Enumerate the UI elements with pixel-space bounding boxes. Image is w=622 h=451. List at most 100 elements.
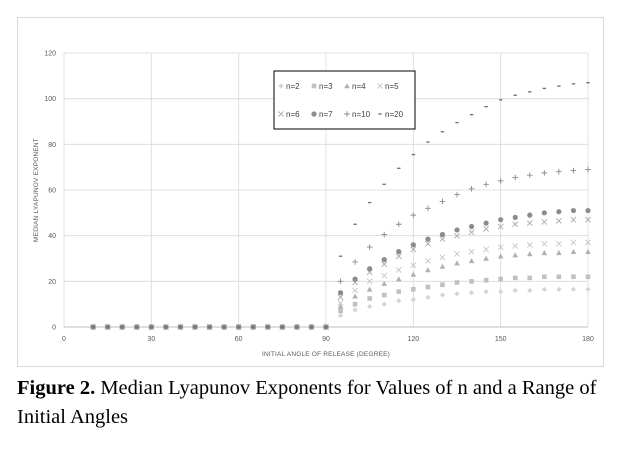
data-point [352,276,358,282]
data-point [440,282,445,288]
data-point [352,293,358,299]
legend-marker [311,83,317,89]
data-point [570,286,577,292]
data-point [556,168,562,175]
data-point [381,257,387,263]
data-point [410,242,416,248]
data-point [571,274,576,280]
data-point [512,243,519,249]
data-point [483,181,489,188]
data-point [468,223,475,230]
data-point [381,231,388,238]
data-point [366,278,373,285]
data-point [555,217,562,224]
legend-label: n=20 [385,110,404,119]
legend-marker [344,83,350,89]
data-point [469,279,474,284]
data-point [439,292,446,298]
data-point [454,280,460,285]
data-point [337,300,344,306]
data-point [498,289,504,295]
y-tick-label: 40 [48,233,56,240]
data-point [381,280,388,286]
data-point [410,246,417,253]
data-point [542,274,547,280]
legend-marker [278,111,284,117]
data-point [483,225,490,232]
data-point [337,312,344,319]
data-point [395,221,402,228]
figure-caption-text: Median Lyapunov Exponents for Values of … [17,377,597,428]
legend-box [273,70,416,130]
data-point [366,244,373,250]
legend: n=2 n=3 n=4 n=5 n=6 n=7 n=10 n=20 [273,70,416,130]
data-point [526,172,533,178]
data-point [526,241,533,248]
data-point [352,287,359,294]
data-point [337,278,344,285]
data-point [395,276,402,282]
series-n-10 [90,166,591,330]
data-point [396,289,402,294]
legend-label: n=5 [385,82,399,91]
data-point [454,251,460,257]
data-point [424,257,431,264]
data-points [90,82,591,330]
x-tick-label: 180 [582,336,594,343]
scatter-chart: 0 20 40 60 80 100 120 0 30 60 90 120 150 180 INITIAL A… [33,51,594,359]
data-point [585,239,591,246]
data-point [439,231,446,238]
data-point [410,262,417,269]
data-point [585,274,591,280]
data-point [411,287,416,292]
data-point [570,216,577,223]
x-tick-label: 30 [147,336,155,343]
data-point [425,294,431,300]
data-point [337,303,344,309]
legend-label: n=6 [286,110,300,119]
data-point [556,209,562,215]
data-point [527,287,533,294]
y-tick-label: 80 [48,142,56,149]
data-point [585,216,591,223]
data-point [585,248,591,254]
data-point [425,205,431,212]
legend-marker [278,83,284,89]
data-point [367,303,373,310]
data-point [425,284,431,290]
data-point [585,166,591,173]
data-point [570,239,577,246]
data-point [381,272,388,279]
data-point [541,286,547,292]
legend-marker [311,111,317,117]
data-point [454,291,460,297]
data-point [498,217,504,223]
y-tick-label: 120 [44,51,56,58]
data-point [526,220,533,227]
y-tick-label: 0 [52,325,56,332]
legend-label: n=10 [352,110,371,119]
data-point [424,240,431,247]
y-axis-title: MEDIAN LYAPUNOV EXPONENT [33,138,40,242]
data-point [512,275,518,281]
series-n-20 [91,82,590,328]
y-tick-label: 100 [44,96,56,103]
data-point [352,259,358,265]
data-point [396,298,402,304]
data-point [541,240,548,247]
data-point [381,261,388,268]
data-point [439,263,446,269]
y-tick-label: 60 [48,188,56,195]
data-point [570,207,577,214]
data-point [439,198,446,205]
legend-marker [344,111,350,117]
data-point [497,253,504,259]
data-point [555,240,562,247]
data-point [512,252,519,258]
data-point [585,207,591,214]
data-point [468,229,475,236]
data-point [439,236,446,243]
data-point [337,290,344,296]
data-point [425,236,431,242]
legend-label: n=3 [319,82,333,91]
